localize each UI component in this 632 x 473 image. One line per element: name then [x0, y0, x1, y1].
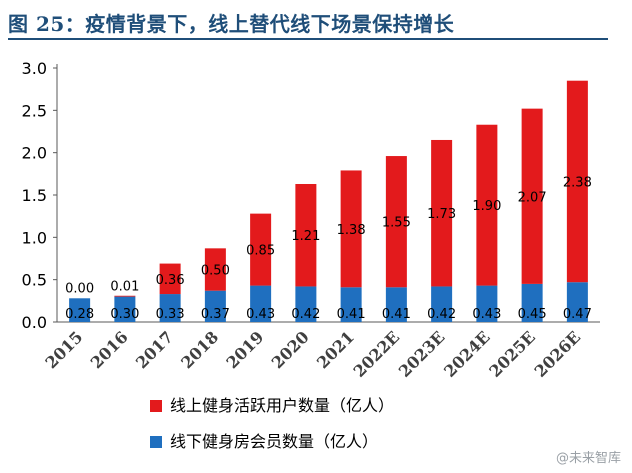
bar-offline-members [69, 298, 91, 322]
bar-online-users [340, 170, 362, 288]
x-tick-label: 2022E [350, 327, 404, 381]
bar-online-users [159, 263, 181, 295]
legend-online-users-label: 线上健身活跃用户数量（亿人） [170, 396, 394, 415]
bar-offline-members [340, 287, 362, 322]
legend-online-users-swatch [150, 400, 162, 412]
bar-offline-members [159, 294, 181, 322]
x-tick-label: 2015 [42, 327, 87, 372]
x-tick-label: 2017 [132, 327, 177, 372]
data-label-online: 1.90 [472, 199, 501, 214]
data-label-online: 1.55 [382, 216, 411, 231]
data-label-online: 0.36 [156, 273, 185, 288]
data-label-offline: 0.41 [337, 307, 366, 322]
x-tick-label: 2019 [223, 327, 268, 372]
bar-online-users [114, 295, 136, 297]
data-label-offline: 0.43 [246, 307, 275, 322]
data-label-online: 0.50 [201, 264, 230, 279]
x-tick-label: 2018 [177, 327, 222, 372]
figure-title: 图 25：疫情背景下，线上替代线下场景保持增长 [8, 12, 455, 36]
data-label-online: 1.38 [337, 223, 366, 238]
y-tick-label: 0.0 [22, 313, 47, 332]
figure-header: 图 25：疫情背景下，线上替代线下场景保持增长 [8, 4, 608, 40]
data-label-offline: 0.47 [563, 307, 592, 322]
x-tick-label: 2026E [531, 327, 585, 381]
bar-online-users [250, 213, 272, 286]
x-tick-label: 2025E [485, 327, 539, 381]
data-label-offline: 0.42 [291, 307, 320, 322]
data-label-offline: 0.28 [65, 307, 94, 322]
bar-offline-members [431, 286, 453, 322]
data-label-offline: 0.43 [472, 307, 501, 322]
bar-offline-members [114, 296, 136, 322]
x-tick-label: 2024E [440, 327, 494, 381]
bar-online-users [431, 139, 453, 287]
y-tick-label: 1.5 [22, 186, 47, 205]
data-label-online: 0.00 [65, 281, 94, 296]
data-label-online: 1.21 [291, 229, 320, 244]
x-tick-label: 2023E [395, 327, 449, 381]
bar-online-users [385, 156, 407, 288]
y-tick-label: 0.5 [22, 271, 47, 290]
data-label-offline: 0.42 [427, 307, 456, 322]
bar-offline-members [385, 287, 407, 322]
y-tick-label: 1.0 [22, 228, 47, 247]
y-tick-label: 2.5 [22, 101, 47, 120]
data-label-online: 0.85 [246, 244, 275, 259]
data-label-offline: 0.30 [110, 307, 139, 322]
y-tick-label: 3.0 [22, 59, 47, 78]
data-label-offline: 0.37 [201, 307, 230, 322]
data-label-online: 2.38 [563, 175, 592, 190]
bar-offline-members [476, 285, 498, 322]
data-label-offline: 0.45 [518, 307, 547, 322]
bar-online-users [204, 248, 226, 291]
bar-online-users [295, 183, 317, 287]
x-tick-label: 2020 [268, 327, 313, 372]
bar-offline-members [566, 282, 588, 322]
data-label-offline: 0.41 [382, 307, 411, 322]
y-tick-label: 2.0 [22, 144, 47, 163]
legend-offline-members-swatch [150, 436, 162, 448]
data-label-online: 0.01 [110, 280, 139, 295]
data-label-online: 1.73 [427, 207, 456, 222]
bar-online-users [521, 108, 543, 284]
bar-offline-members [204, 290, 226, 322]
bar-offline-members [250, 285, 272, 322]
bar-online-users [566, 80, 588, 283]
legend-offline-members-label: 线下健身房会员数量（亿人） [170, 432, 378, 451]
data-label-online: 2.07 [518, 190, 547, 205]
bar-offline-members [295, 286, 317, 322]
bar-offline-members [521, 283, 543, 322]
watermark: @未来智库 [552, 446, 624, 467]
data-label-offline: 0.33 [156, 307, 185, 322]
bar-online-users [476, 124, 498, 286]
x-tick-label: 2016 [87, 327, 132, 372]
